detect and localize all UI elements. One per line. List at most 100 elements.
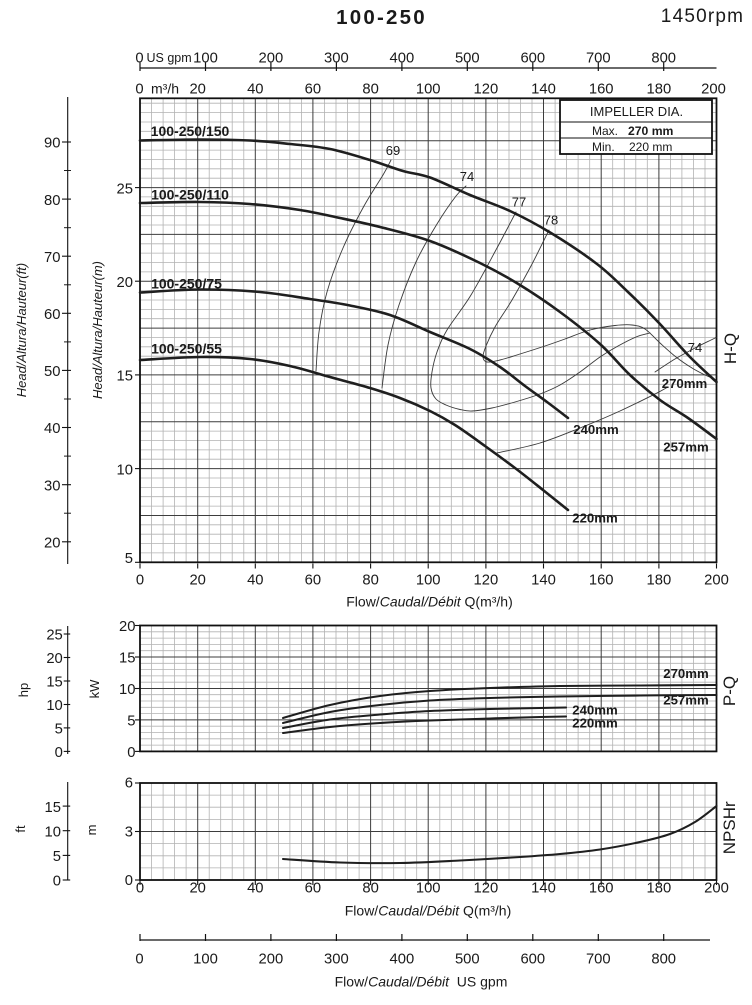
svg-text:240mm: 240mm [573,422,618,437]
svg-text:600: 600 [520,50,545,66]
svg-text:25: 25 [46,628,62,644]
svg-text:400: 400 [390,50,415,66]
svg-text:200: 200 [259,952,284,968]
svg-text:40: 40 [247,881,263,897]
svg-text:10: 10 [46,698,62,714]
svg-text:15: 15 [45,800,61,816]
svg-text:78: 78 [544,213,558,228]
svg-text:120: 120 [474,881,499,897]
svg-text:257mm: 257mm [663,693,708,708]
svg-text:5: 5 [127,714,135,730]
svg-text:60: 60 [44,307,60,323]
svg-text:180: 180 [647,81,672,97]
svg-text:200: 200 [259,50,284,66]
svg-text:US gpm: US gpm [147,51,192,65]
svg-text:40: 40 [247,572,263,588]
svg-text:800: 800 [651,50,676,66]
svg-text:90: 90 [44,136,60,152]
svg-text:300: 300 [324,952,349,968]
svg-text:Head/Altura/Hauteur(ft): Head/Altura/Hauteur(ft) [14,263,29,397]
svg-text:80: 80 [362,881,378,897]
svg-text:220 mm: 220 mm [629,140,672,154]
svg-text:100: 100 [193,952,218,968]
svg-text:60: 60 [305,881,321,897]
svg-text:100-250/110: 100-250/110 [151,186,229,202]
svg-text:120: 120 [474,572,499,588]
svg-text:69: 69 [386,143,400,158]
svg-text:100-250/55: 100-250/55 [151,340,222,356]
svg-text:0: 0 [127,745,135,761]
svg-text:270mm: 270mm [662,376,707,391]
svg-text:kW: kW [87,679,102,699]
svg-text:0: 0 [135,952,143,968]
svg-text:Flow/Caudal/Débit US gpm: Flow/Caudal/Débit US gpm [335,974,508,990]
svg-text:m: m [84,825,99,836]
svg-text:240mm: 240mm [572,703,617,718]
svg-text:0: 0 [135,50,143,66]
svg-text:74: 74 [460,169,474,184]
svg-text:100: 100 [416,572,441,588]
svg-text:20: 20 [189,881,205,897]
svg-text:80: 80 [362,572,378,588]
svg-text:m³/h: m³/h [151,80,179,96]
svg-text:hp: hp [16,683,31,697]
svg-text:140: 140 [531,881,556,897]
svg-text:600: 600 [520,952,545,968]
svg-text:0: 0 [136,572,144,588]
svg-text:300: 300 [324,50,349,66]
svg-text:H-Q: H-Q [721,333,740,364]
svg-text:25: 25 [117,181,133,197]
svg-text:50: 50 [44,364,60,380]
svg-text:220mm: 220mm [572,716,617,731]
svg-text:1450rpm: 1450rpm [661,6,744,27]
svg-text:NPSHr: NPSHr [720,801,739,854]
svg-text:270mm: 270mm [663,666,708,681]
svg-text:5: 5 [55,722,63,738]
svg-text:0: 0 [53,874,61,890]
svg-text:700: 700 [586,952,611,968]
svg-text:0: 0 [55,745,63,761]
svg-text:200: 200 [704,881,729,897]
svg-text:10: 10 [117,462,133,478]
svg-text:3: 3 [125,825,133,841]
svg-text:80: 80 [362,81,378,97]
svg-text:20: 20 [46,651,62,667]
svg-text:220mm: 220mm [572,511,617,526]
svg-text:100-250: 100-250 [336,6,427,29]
svg-text:80: 80 [44,193,60,209]
svg-text:0: 0 [125,873,133,889]
svg-text:100-250/75: 100-250/75 [151,275,222,291]
svg-text:ft: ft [13,825,28,833]
svg-text:P-Q: P-Q [720,676,739,706]
svg-text:40: 40 [44,421,60,437]
svg-text:20: 20 [117,275,133,291]
svg-text:10: 10 [119,682,135,698]
svg-text:180: 180 [647,572,672,588]
svg-text:500: 500 [455,952,480,968]
svg-text:270 mm: 270 mm [628,124,674,138]
svg-text:15: 15 [117,369,133,385]
svg-text:77: 77 [512,195,526,210]
svg-text:120: 120 [474,81,499,97]
svg-text:500: 500 [455,50,480,66]
svg-text:700: 700 [586,50,611,66]
svg-text:100: 100 [193,50,218,66]
svg-text:20: 20 [119,619,135,635]
svg-text:40: 40 [247,81,263,97]
svg-text:20: 20 [44,536,60,552]
svg-text:800: 800 [651,952,676,968]
svg-text:60: 60 [305,572,321,588]
svg-text:400: 400 [390,952,415,968]
svg-text:60: 60 [305,81,321,97]
svg-text:10: 10 [45,824,61,840]
svg-text:180: 180 [647,881,672,897]
svg-text:Min.: Min. [592,140,615,154]
svg-text:20: 20 [189,572,205,588]
svg-text:200: 200 [704,572,729,588]
svg-text:200: 200 [701,81,726,97]
svg-text:15: 15 [46,675,62,691]
svg-text:20: 20 [189,81,205,97]
svg-text:5: 5 [53,849,61,865]
svg-text:160: 160 [589,572,614,588]
svg-text:140: 140 [531,81,556,97]
